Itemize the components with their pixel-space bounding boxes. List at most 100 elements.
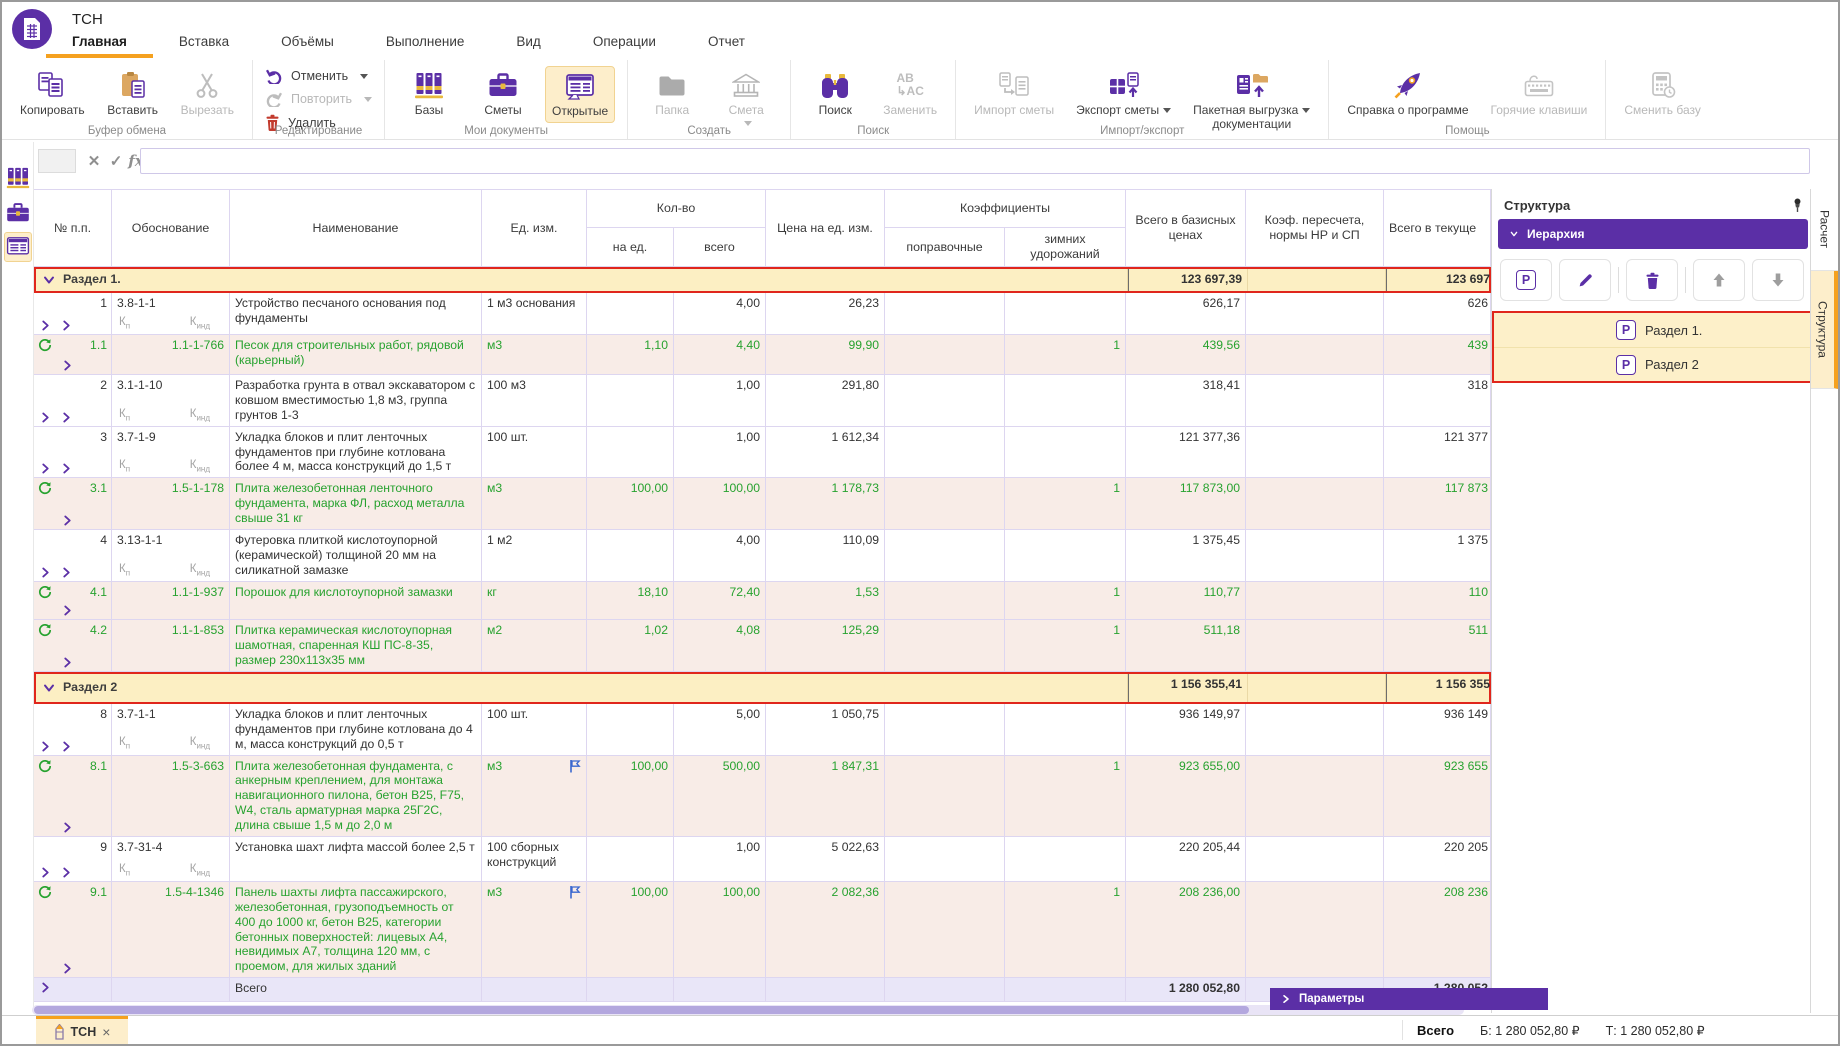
pin-icon[interactable] [1791, 197, 1804, 213]
help-button[interactable]: Справка о программе [1341, 66, 1474, 121]
horizontal-scrollbar[interactable] [32, 1005, 1464, 1015]
table-cell: 123 697,39 [1128, 269, 1248, 291]
app-logo-icon[interactable] [12, 9, 52, 49]
dock-opened-icon[interactable] [3, 232, 32, 262]
edit-section-button[interactable] [1559, 259, 1611, 301]
expand-chevron-icon[interactable] [41, 567, 50, 578]
replace-button[interactable]: AB ↳AC Заменить [877, 66, 943, 121]
expand-chevron-icon[interactable] [41, 463, 50, 474]
structure-item-section-2[interactable]: P Раздел 2 [1494, 347, 1812, 381]
change-base-button[interactable]: Сменить базу [1618, 66, 1707, 121]
table-cell: 626,17 [1126, 293, 1246, 334]
table-cell [1246, 478, 1384, 529]
scrollbar-thumb[interactable] [34, 1006, 1249, 1014]
formula-input[interactable] [140, 148, 1810, 174]
expand-chevron-icon[interactable] [63, 605, 72, 616]
expand-chevron-icon[interactable] [41, 741, 50, 752]
document-tab-tsn[interactable]: ТСН × [36, 1016, 128, 1044]
expand-chevron-icon[interactable] [63, 515, 72, 526]
expand-chevron-icon[interactable] [41, 412, 50, 423]
redo-button[interactable]: Повторить [265, 91, 373, 107]
export-dropdown-icon[interactable] [1163, 108, 1172, 114]
move-up-button[interactable] [1693, 259, 1745, 301]
structure-item-section-1[interactable]: P Раздел 1. [1494, 313, 1812, 347]
expand-chevron-icon[interactable] [62, 463, 71, 474]
name-box-input[interactable] [38, 149, 76, 173]
copy-button[interactable]: Копировать [14, 66, 91, 121]
search-button[interactable]: Поиск [803, 66, 867, 121]
side-tab-struktura[interactable]: Структура [1811, 271, 1838, 389]
resource-row[interactable]: 9.1 1.5-4-1346 Панель шахты лифта пассажир… [34, 881, 1491, 979]
expand-chevron-icon[interactable] [63, 822, 72, 833]
redo-icon [266, 92, 283, 107]
menu-tab-vid[interactable]: Вид [516, 34, 541, 49]
work-row[interactable]: 9 3.7-31-4 Кп Кинд Установка шахт лифта масс… [34, 836, 1491, 882]
resource-row[interactable]: 8.1 1.5-3-663 Плита железобетонная фундаме… [34, 755, 1491, 837]
export-button[interactable]: Экспорт сметы [1070, 66, 1177, 121]
expand-chevron-icon[interactable] [41, 982, 50, 993]
paste-button[interactable]: Вставить [101, 66, 165, 121]
cut-button[interactable]: Вырезать [175, 66, 240, 121]
batch-dropdown-icon[interactable] [1302, 108, 1311, 114]
resource-row[interactable]: 4.1 1.1-1-937 Порошок для кислотоупорной з… [34, 581, 1491, 620]
estimate-button[interactable]: Смета [714, 66, 778, 129]
expand-chevron-icon[interactable] [62, 567, 71, 578]
resource-row[interactable]: 4.2 1.1-1-853 Плитка керамическая кислотоу… [34, 619, 1491, 672]
redo-dropdown-icon[interactable] [364, 96, 373, 102]
bases-button[interactable]: Базы [397, 66, 461, 121]
resource-row[interactable]: 3.1 1.5-1-178 Плита железобетонная ленточн… [34, 478, 1491, 530]
move-down-button[interactable] [1752, 259, 1804, 301]
batch-upload-button[interactable]: Пакетная выгрузка документации [1187, 66, 1316, 135]
fx-icon[interactable]: fx [128, 152, 144, 170]
work-row[interactable]: 4 3.13-1-1 Кп Кинд Футеровка плиткой кислото… [34, 529, 1491, 582]
expand-chevron-icon[interactable] [63, 963, 72, 974]
collapse-chevron-icon[interactable] [43, 275, 55, 285]
menu-tab-operacii[interactable]: Операции [592, 34, 656, 49]
ribbon-group-create: Папка Смета Создать [628, 60, 792, 139]
work-row[interactable]: 8 3.7-1-1 Кп Кинд Укладка блоков и плит лент… [34, 703, 1491, 756]
table-cell [885, 426, 1005, 478]
delete-section-button[interactable] [1626, 259, 1678, 301]
confirm-icon[interactable]: ✓ [109, 153, 123, 170]
expand-chevron-icon[interactable] [41, 320, 50, 331]
dock-estimates-icon[interactable] [4, 197, 32, 227]
import-button[interactable]: Импорт сметы [968, 66, 1060, 121]
hierarchy-section-header[interactable]: Иерархия [1498, 219, 1808, 249]
opened-button[interactable]: Открытые [545, 66, 616, 123]
folder-button[interactable]: Папка [640, 66, 704, 121]
expand-chevron-icon[interactable] [63, 360, 72, 371]
section-row[interactable]: Раздел 1. 123 697,39 123 697 [34, 267, 1493, 293]
undo-dropdown-icon[interactable] [360, 73, 369, 79]
expand-chevron-icon[interactable] [62, 867, 71, 878]
work-row[interactable]: 3 3.7-1-9 Кп Кинд Укладка блоков и плит лент… [34, 426, 1491, 479]
expand-chevron-icon[interactable] [62, 412, 71, 423]
menu-tab-otchet[interactable]: Отчет [707, 34, 745, 49]
menu-tab-vypolnenie[interactable]: Выполнение [385, 34, 465, 49]
hotkeys-button[interactable]: Горячие клавиши [1485, 66, 1594, 121]
dock-bases-icon[interactable] [4, 162, 32, 192]
work-row[interactable]: 2 3.1-1-10 Кп Кинд Разработка грунта в отвал… [34, 375, 1491, 427]
resource-row[interactable]: 1.1 1.1-1-766 Песок для строительных работ… [34, 335, 1491, 375]
parameters-section-header[interactable]: Параметры [1270, 988, 1548, 1010]
estimate-dropdown-icon[interactable] [744, 120, 753, 126]
close-tab-icon[interactable]: × [102, 1023, 111, 1040]
estimate-grid: № п.п. Обоснование Наименование Ед. изм.… [34, 189, 1493, 1003]
cancel-icon[interactable]: ✕ [87, 153, 101, 170]
expand-chevron-icon[interactable] [62, 741, 71, 752]
estimates-button[interactable]: Сметы [471, 66, 535, 121]
expand-chevron-icon[interactable] [41, 867, 50, 878]
collapse-chevron-icon[interactable] [43, 683, 55, 693]
expand-chevron-icon[interactable] [62, 320, 71, 331]
menu-tab-obyomy[interactable]: Объёмы [281, 34, 334, 49]
delete-button[interactable]: Удалить [265, 114, 372, 131]
import-label: Импорт сметы [974, 103, 1055, 117]
menu-tab-glavnaya[interactable]: Главная [46, 34, 153, 58]
work-row[interactable]: 1 3.8-1-1 Кп Кинд Устройство песчаного основ… [34, 293, 1491, 335]
menu-tab-vstavka[interactable]: Вставка [178, 34, 230, 49]
expand-chevron-icon[interactable] [63, 657, 72, 668]
section-p-button[interactable]: P [1500, 259, 1552, 301]
side-tab-raschet[interactable]: Расчет [1811, 189, 1838, 271]
undo-button[interactable]: Отменить [265, 68, 372, 84]
